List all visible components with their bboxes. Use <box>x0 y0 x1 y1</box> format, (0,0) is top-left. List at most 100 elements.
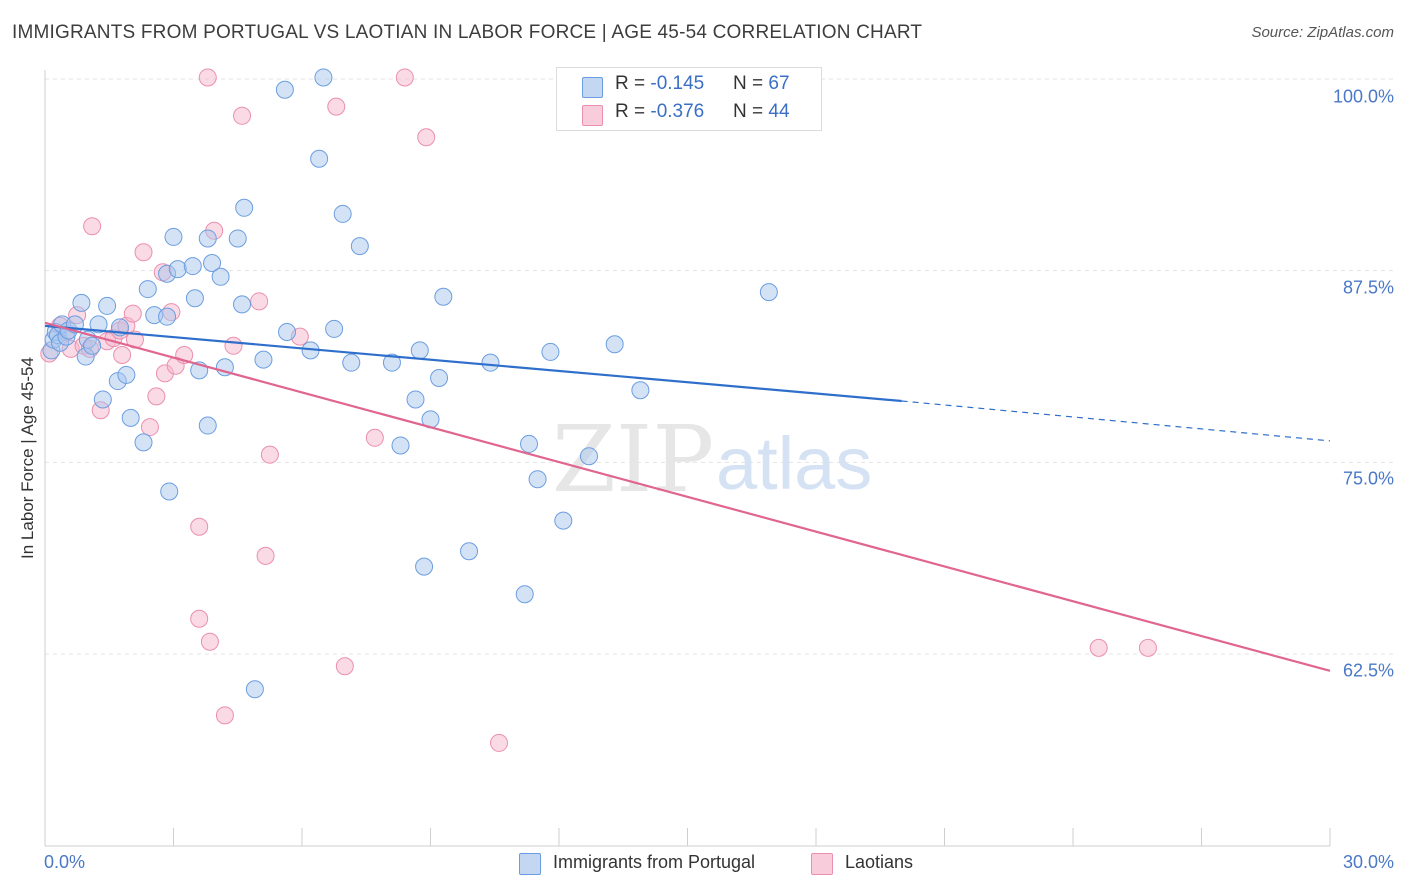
portugal-point <box>160 482 179 501</box>
laotians-point <box>490 733 509 752</box>
portugal-point <box>275 80 294 99</box>
portugal-point <box>631 381 650 400</box>
laotians-point <box>113 346 132 364</box>
zipatlas-watermark: ZIP atlas <box>552 406 872 513</box>
stats-n: N = 44 <box>733 101 790 122</box>
stats-swatch-blue <box>582 77 603 98</box>
portugal-point <box>460 542 479 561</box>
legend-swatch-pink <box>811 853 833 875</box>
legend-label-laotians: Laotians <box>845 852 914 872</box>
portugal-point <box>415 557 434 576</box>
portugal-point <box>434 287 453 306</box>
portugal-point <box>83 336 102 355</box>
portugal-point <box>528 470 547 489</box>
source-label: Source: ZipAtlas.com <box>1251 24 1394 41</box>
portugal-point <box>759 283 778 302</box>
portugal-point <box>333 204 352 223</box>
laotians-point <box>224 336 243 355</box>
watermark-zip: ZIP <box>552 406 714 513</box>
laotians-point <box>256 546 275 565</box>
y-axis-label: In Labor Force | Age 45-54 <box>18 357 37 559</box>
stats-box: R = -0.145 N = 67 R = -0.376 N = 44 <box>556 67 822 131</box>
legend-item-portugal: Immigrants from Portugal <box>519 852 789 878</box>
portugal-point <box>314 68 333 87</box>
portugal-point <box>579 447 598 466</box>
portugal-point <box>310 149 329 168</box>
portugal-point <box>342 353 361 372</box>
portugal-point <box>233 295 252 314</box>
stats-r: R = -0.376 <box>615 101 705 122</box>
portugal-point <box>185 289 204 308</box>
stats-row-portugal: R = -0.145 N = 67 <box>557 73 821 101</box>
portugal-point <box>254 350 273 369</box>
portugal-point <box>164 227 183 246</box>
portugal-point <box>245 680 264 699</box>
laotians-point <box>250 292 269 311</box>
portugal-point <box>278 323 297 341</box>
portugal-point <box>134 433 153 452</box>
portugal-point <box>605 335 624 354</box>
portugal-point <box>158 307 177 326</box>
laotians-point <box>1138 638 1157 657</box>
laotians-point <box>134 243 153 262</box>
stats-n: N = 67 <box>733 73 790 94</box>
portugal-point <box>520 434 539 453</box>
portugal-point <box>410 341 429 360</box>
portugal-point <box>198 416 217 435</box>
stats-r-value: -0.376 <box>650 101 705 122</box>
laotians-point <box>190 609 209 628</box>
y-tick-label: 62.5% <box>1342 660 1394 681</box>
trend-lines <box>44 321 1331 672</box>
watermark-atlas: atlas <box>716 422 872 505</box>
legend-item-laotians: Laotians <box>811 852 931 878</box>
portugal-points <box>42 68 778 699</box>
laotians-point <box>215 706 234 725</box>
portugal-point <box>235 198 254 217</box>
stats-r-value: -0.145 <box>650 73 705 94</box>
axes <box>44 70 1331 847</box>
laotians-point <box>147 387 166 406</box>
x-tick-label-max: 30.0% <box>1342 852 1394 872</box>
laotians-point <box>190 517 209 536</box>
stats-n-value: 67 <box>768 73 790 94</box>
portugal-point <box>228 229 247 248</box>
portugal-point <box>211 267 230 286</box>
x-tick-label-min: 0.0% <box>44 852 86 872</box>
portugal-point <box>168 260 187 279</box>
portugal-point <box>406 390 425 409</box>
laotians-point <box>1089 638 1108 657</box>
laotians-point <box>233 106 252 125</box>
portugal-point <box>138 280 157 299</box>
laotians-point <box>140 418 159 437</box>
laotians-point <box>417 128 436 147</box>
portugal-point <box>430 369 449 387</box>
y-tick-label: 87.5% <box>1342 277 1394 298</box>
laotians-point <box>335 657 354 676</box>
laotians-point <box>395 68 414 87</box>
portugal-point <box>481 353 500 372</box>
portugal-point <box>198 229 217 248</box>
laotians-point <box>123 304 142 323</box>
laotians-point <box>365 428 384 447</box>
portugal-point <box>203 254 222 272</box>
laotians-point <box>327 97 346 116</box>
y-tick-label: 75.0% <box>1342 468 1394 489</box>
chart-title: IMMIGRANTS FROM PORTUGAL VS LAOTIAN IN L… <box>12 22 923 43</box>
gridlines <box>45 78 1395 655</box>
portugal-point <box>391 436 410 455</box>
laotians-trend-line <box>44 321 1331 672</box>
portugal-point <box>72 293 91 312</box>
laotians-point <box>260 445 279 464</box>
portugal-point <box>183 257 202 276</box>
portugal-point <box>121 408 140 427</box>
legend-label-portugal: Immigrants from Portugal <box>553 852 756 872</box>
stats-swatch-pink <box>582 105 603 126</box>
portugal-point <box>382 353 401 372</box>
portugal-trend-extension <box>901 400 1331 442</box>
legend-swatch-blue <box>519 853 541 875</box>
portugal-point <box>350 237 369 256</box>
portugal-point <box>515 585 534 604</box>
portugal-point <box>541 342 560 361</box>
laotians-point <box>83 217 102 236</box>
